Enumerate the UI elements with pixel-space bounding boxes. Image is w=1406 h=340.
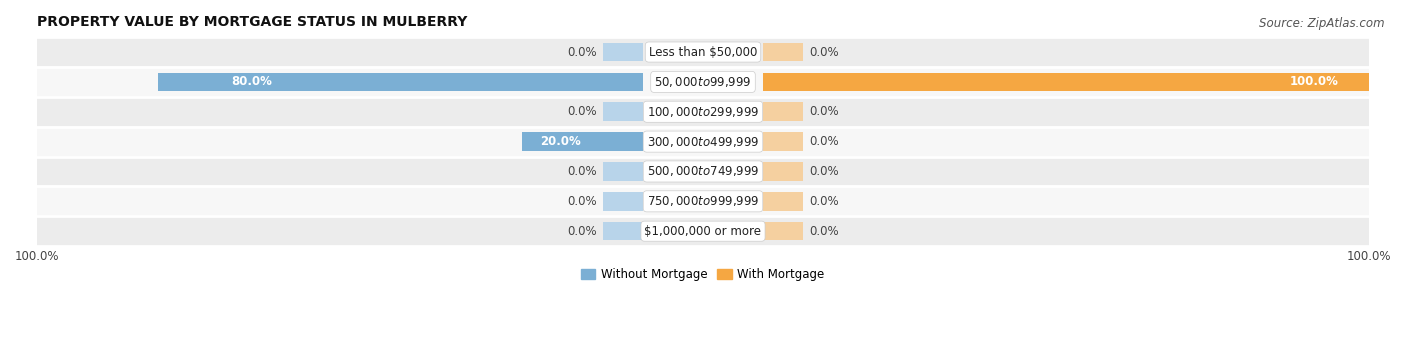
Bar: [24, 37, 1382, 67]
Text: 80.0%: 80.0%: [231, 75, 271, 88]
Bar: [763, 43, 803, 61]
Bar: [159, 73, 643, 91]
Text: $300,000 to $499,999: $300,000 to $499,999: [647, 135, 759, 149]
Text: 0.0%: 0.0%: [810, 46, 839, 58]
Text: 0.0%: 0.0%: [810, 195, 839, 208]
Text: 100.0%: 100.0%: [1289, 75, 1339, 88]
Text: 0.0%: 0.0%: [810, 225, 839, 238]
Bar: [603, 162, 643, 181]
Text: $750,000 to $999,999: $750,000 to $999,999: [647, 194, 759, 208]
Text: 0.0%: 0.0%: [810, 135, 839, 148]
Bar: [24, 97, 1382, 127]
Legend: Without Mortgage, With Mortgage: Without Mortgage, With Mortgage: [576, 264, 830, 286]
Bar: [24, 216, 1382, 246]
Text: 0.0%: 0.0%: [567, 165, 596, 178]
Text: $100,000 to $299,999: $100,000 to $299,999: [647, 105, 759, 119]
Bar: [603, 222, 643, 240]
Bar: [603, 192, 643, 210]
Bar: [603, 102, 643, 121]
Bar: [24, 186, 1382, 216]
Bar: [522, 132, 643, 151]
Text: PROPERTY VALUE BY MORTGAGE STATUS IN MULBERRY: PROPERTY VALUE BY MORTGAGE STATUS IN MUL…: [37, 15, 468, 29]
Text: 20.0%: 20.0%: [540, 135, 581, 148]
Text: 0.0%: 0.0%: [810, 165, 839, 178]
Bar: [763, 192, 803, 210]
Text: Source: ZipAtlas.com: Source: ZipAtlas.com: [1260, 17, 1385, 30]
Bar: [763, 162, 803, 181]
Text: 0.0%: 0.0%: [567, 46, 596, 58]
Bar: [24, 67, 1382, 97]
Text: 0.0%: 0.0%: [567, 225, 596, 238]
Text: $50,000 to $99,999: $50,000 to $99,999: [654, 75, 752, 89]
Bar: [763, 73, 1369, 91]
Text: $1,000,000 or more: $1,000,000 or more: [644, 225, 762, 238]
Text: $500,000 to $749,999: $500,000 to $749,999: [647, 165, 759, 178]
Text: Less than $50,000: Less than $50,000: [648, 46, 758, 58]
Bar: [763, 132, 803, 151]
Text: 0.0%: 0.0%: [567, 105, 596, 118]
Bar: [603, 43, 643, 61]
Bar: [24, 156, 1382, 186]
Text: 0.0%: 0.0%: [567, 195, 596, 208]
Bar: [763, 102, 803, 121]
Text: 0.0%: 0.0%: [810, 105, 839, 118]
Bar: [24, 127, 1382, 156]
Bar: [763, 222, 803, 240]
